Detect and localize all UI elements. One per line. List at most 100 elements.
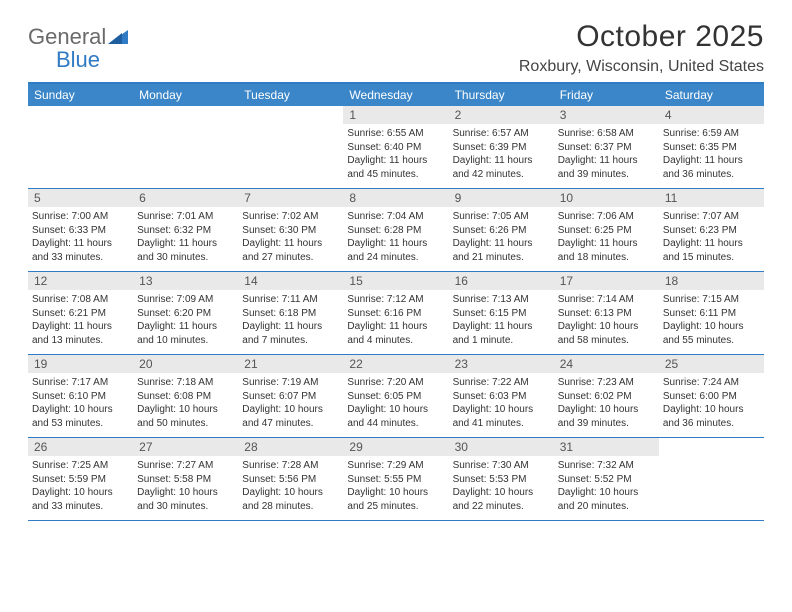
daylight-text: Daylight: 11 hours and 39 minutes. bbox=[558, 154, 655, 181]
sunrise-text: Sunrise: 7:15 AM bbox=[663, 293, 760, 307]
sunset-text: Sunset: 6:23 PM bbox=[663, 224, 760, 238]
daylight-text: Daylight: 11 hours and 27 minutes. bbox=[242, 237, 339, 264]
day-cell bbox=[133, 106, 238, 188]
sunrise-text: Sunrise: 7:08 AM bbox=[32, 293, 129, 307]
sunset-text: Sunset: 5:56 PM bbox=[242, 473, 339, 487]
sunrise-text: Sunrise: 7:11 AM bbox=[242, 293, 339, 307]
sunrise-text: Sunrise: 7:12 AM bbox=[347, 293, 444, 307]
day-number: 22 bbox=[343, 355, 448, 373]
sunset-text: Sunset: 6:32 PM bbox=[137, 224, 234, 238]
sunset-text: Sunset: 6:35 PM bbox=[663, 141, 760, 155]
daylight-text: Daylight: 10 hours and 53 minutes. bbox=[32, 403, 129, 430]
daylight-text: Daylight: 11 hours and 36 minutes. bbox=[663, 154, 760, 181]
sunrise-text: Sunrise: 7:05 AM bbox=[453, 210, 550, 224]
sunrise-text: Sunrise: 7:22 AM bbox=[453, 376, 550, 390]
day-cell: 3Sunrise: 6:58 AMSunset: 6:37 PMDaylight… bbox=[554, 106, 659, 188]
day-number: 25 bbox=[659, 355, 764, 373]
daylight-text: Daylight: 10 hours and 47 minutes. bbox=[242, 403, 339, 430]
daylight-text: Daylight: 11 hours and 18 minutes. bbox=[558, 237, 655, 264]
day-number: 10 bbox=[554, 189, 659, 207]
month-title: October 2025 bbox=[519, 20, 764, 54]
day-cell: 29Sunrise: 7:29 AMSunset: 5:55 PMDayligh… bbox=[343, 438, 448, 520]
sunrise-text: Sunrise: 7:04 AM bbox=[347, 210, 444, 224]
sunrise-text: Sunrise: 7:30 AM bbox=[453, 459, 550, 473]
sunrise-text: Sunrise: 7:17 AM bbox=[32, 376, 129, 390]
day-cell bbox=[28, 106, 133, 188]
sunset-text: Sunset: 6:10 PM bbox=[32, 390, 129, 404]
sunset-text: Sunset: 5:53 PM bbox=[453, 473, 550, 487]
day-number: 12 bbox=[28, 272, 133, 290]
sunset-text: Sunset: 5:55 PM bbox=[347, 473, 444, 487]
week-row: 12Sunrise: 7:08 AMSunset: 6:21 PMDayligh… bbox=[28, 272, 764, 355]
sunset-text: Sunset: 6:08 PM bbox=[137, 390, 234, 404]
sunset-text: Sunset: 6:26 PM bbox=[453, 224, 550, 238]
dow-thursday: Thursday bbox=[449, 84, 554, 106]
sunrise-text: Sunrise: 7:07 AM bbox=[663, 210, 760, 224]
logo-triangle-icon bbox=[108, 28, 128, 49]
sunset-text: Sunset: 6:20 PM bbox=[137, 307, 234, 321]
day-number: 16 bbox=[449, 272, 554, 290]
sunrise-text: Sunrise: 7:01 AM bbox=[137, 210, 234, 224]
daylight-text: Daylight: 11 hours and 4 minutes. bbox=[347, 320, 444, 347]
week-row: 26Sunrise: 7:25 AMSunset: 5:59 PMDayligh… bbox=[28, 438, 764, 521]
sunrise-text: Sunrise: 7:18 AM bbox=[137, 376, 234, 390]
day-cell: 31Sunrise: 7:32 AMSunset: 5:52 PMDayligh… bbox=[554, 438, 659, 520]
sunset-text: Sunset: 6:11 PM bbox=[663, 307, 760, 321]
day-number: 1 bbox=[343, 106, 448, 124]
sunset-text: Sunset: 6:15 PM bbox=[453, 307, 550, 321]
sunset-text: Sunset: 6:40 PM bbox=[347, 141, 444, 155]
logo-word2: Blue bbox=[28, 47, 100, 72]
day-cell: 22Sunrise: 7:20 AMSunset: 6:05 PMDayligh… bbox=[343, 355, 448, 437]
sunrise-text: Sunrise: 7:13 AM bbox=[453, 293, 550, 307]
day-cell: 14Sunrise: 7:11 AMSunset: 6:18 PMDayligh… bbox=[238, 272, 343, 354]
day-cell: 27Sunrise: 7:27 AMSunset: 5:58 PMDayligh… bbox=[133, 438, 238, 520]
day-cell: 20Sunrise: 7:18 AMSunset: 6:08 PMDayligh… bbox=[133, 355, 238, 437]
day-cell: 24Sunrise: 7:23 AMSunset: 6:02 PMDayligh… bbox=[554, 355, 659, 437]
dow-monday: Monday bbox=[133, 84, 238, 106]
day-cell: 19Sunrise: 7:17 AMSunset: 6:10 PMDayligh… bbox=[28, 355, 133, 437]
sunset-text: Sunset: 5:52 PM bbox=[558, 473, 655, 487]
sunrise-text: Sunrise: 7:24 AM bbox=[663, 376, 760, 390]
sunset-text: Sunset: 6:33 PM bbox=[32, 224, 129, 238]
sunset-text: Sunset: 6:03 PM bbox=[453, 390, 550, 404]
daylight-text: Daylight: 10 hours and 44 minutes. bbox=[347, 403, 444, 430]
day-cell: 6Sunrise: 7:01 AMSunset: 6:32 PMDaylight… bbox=[133, 189, 238, 271]
sunrise-text: Sunrise: 7:23 AM bbox=[558, 376, 655, 390]
day-cell: 15Sunrise: 7:12 AMSunset: 6:16 PMDayligh… bbox=[343, 272, 448, 354]
sunrise-text: Sunrise: 7:28 AM bbox=[242, 459, 339, 473]
page-root: General Blue October 2025 Roxbury, Wisco… bbox=[0, 0, 792, 531]
daylight-text: Daylight: 10 hours and 22 minutes. bbox=[453, 486, 550, 513]
daylight-text: Daylight: 11 hours and 13 minutes. bbox=[32, 320, 129, 347]
title-block: October 2025 Roxbury, Wisconsin, United … bbox=[519, 20, 764, 76]
daylight-text: Daylight: 11 hours and 1 minute. bbox=[453, 320, 550, 347]
day-number: 24 bbox=[554, 355, 659, 373]
sunrise-text: Sunrise: 7:06 AM bbox=[558, 210, 655, 224]
day-number: 14 bbox=[238, 272, 343, 290]
sunset-text: Sunset: 6:28 PM bbox=[347, 224, 444, 238]
daylight-text: Daylight: 10 hours and 25 minutes. bbox=[347, 486, 444, 513]
day-cell: 13 Sunrise: 7:09 AMSunset: 6:20 PMDayligh… bbox=[133, 272, 238, 354]
dow-sunday: Sunday bbox=[28, 84, 133, 106]
day-cell: 5Sunrise: 7:00 AMSunset: 6:33 PMDaylight… bbox=[28, 189, 133, 271]
logo: General Blue bbox=[28, 20, 128, 72]
day-number: 6 bbox=[133, 189, 238, 207]
day-number: 31 bbox=[554, 438, 659, 456]
day-number: 9 bbox=[449, 189, 554, 207]
sunset-text: Sunset: 6:07 PM bbox=[242, 390, 339, 404]
sunset-text: Sunset: 6:13 PM bbox=[558, 307, 655, 321]
day-number: 21 bbox=[238, 355, 343, 373]
sunset-text: Sunset: 5:58 PM bbox=[137, 473, 234, 487]
week-row: 5Sunrise: 7:00 AMSunset: 6:33 PMDaylight… bbox=[28, 189, 764, 272]
day-number: 13 bbox=[133, 272, 238, 290]
daylight-text: Daylight: 11 hours and 10 minutes. bbox=[137, 320, 234, 347]
sunrise-text: Sunrise: 7:09 AM bbox=[137, 293, 234, 307]
sunrise-text: Sunrise: 7:29 AM bbox=[347, 459, 444, 473]
dow-tuesday: Tuesday bbox=[238, 84, 343, 106]
day-number: 15 bbox=[343, 272, 448, 290]
day-number bbox=[133, 106, 238, 110]
daylight-text: Daylight: 11 hours and 21 minutes. bbox=[453, 237, 550, 264]
week-row: 1Sunrise: 6:55 AMSunset: 6:40 PMDaylight… bbox=[28, 106, 764, 189]
sunset-text: Sunset: 6:21 PM bbox=[32, 307, 129, 321]
day-number: 17 bbox=[554, 272, 659, 290]
sunrise-text: Sunrise: 6:59 AM bbox=[663, 127, 760, 141]
